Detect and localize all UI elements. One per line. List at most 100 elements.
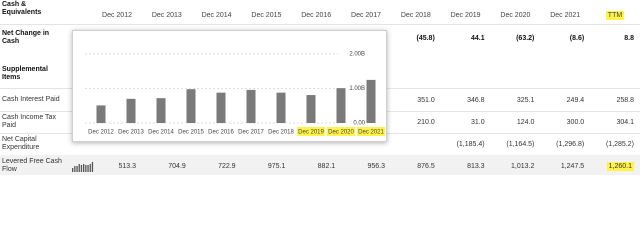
value-text: 1,247.5 <box>560 162 585 170</box>
header-text: Dec 2018 <box>400 11 431 19</box>
table-row: Levered Free Cash Flow 513.3 704.9 722.9 975… <box>0 155 640 175</box>
value-text: 124.0 <box>516 118 535 126</box>
bar <box>186 89 196 123</box>
column-header: Dec 2013 <box>142 0 192 30</box>
sparkline-bar <box>74 166 76 172</box>
value-text: (63.2) <box>516 34 535 42</box>
bar <box>246 89 256 123</box>
cell-value: 249.4 <box>540 89 585 111</box>
bar <box>156 98 166 123</box>
sparkline-bar <box>91 162 94 172</box>
bar <box>336 88 346 123</box>
value-text: 304.1 <box>616 118 634 126</box>
cell-value: 882.1 <box>291 155 336 175</box>
value-text: 704.9 <box>168 162 186 170</box>
cell-value: 124.0 <box>490 111 535 133</box>
value-text: 1,260.1 <box>606 161 634 171</box>
value-text: 513.3 <box>118 162 136 170</box>
bar <box>216 92 226 123</box>
value-text: 975.1 <box>267 162 286 170</box>
header-text: Dec 2015 <box>251 11 282 19</box>
header-text: Dec 2021 <box>550 11 581 19</box>
value-text: 722.9 <box>218 162 236 170</box>
sparkline-bar <box>89 164 91 172</box>
value-text: 1,013.2 <box>511 162 535 170</box>
row-label: Net Change in Cash <box>2 30 50 45</box>
value-text: (45.8) <box>416 34 435 42</box>
x-tick-label: Dec 2017 <box>238 130 264 136</box>
cell-value: 513.3 <box>92 155 136 175</box>
cell-value: 346.8 <box>441 89 485 111</box>
column-header: Dec 2014 <box>192 0 242 30</box>
cell-value: 813.3 <box>441 155 485 175</box>
sparkline-bar <box>83 164 85 172</box>
cell-value: 704.9 <box>142 155 186 175</box>
bar <box>366 79 376 123</box>
value-text: 249.4 <box>566 96 585 104</box>
value-text: 956.3 <box>367 162 385 170</box>
y-tick-label: 0.00 <box>353 121 365 127</box>
bar <box>306 95 316 123</box>
cell-value: 956.3 <box>341 155 385 175</box>
x-tick-label: Dec 2016 <box>208 130 234 136</box>
column-header: Dec 2018 <box>391 0 441 30</box>
row-label: Cash Interest Paid <box>2 96 60 103</box>
cell-value: 210.0 <box>391 111 435 133</box>
x-tick-label: Dec 2012 <box>88 130 114 136</box>
highlight <box>327 127 355 136</box>
cell-value: 722.9 <box>192 155 236 175</box>
value-text: 258.8 <box>616 96 634 104</box>
cell-value: (1,164.5) <box>490 133 534 155</box>
cell-value: (1,296.8) <box>540 133 584 155</box>
value-text: 351.0 <box>417 96 435 104</box>
highlight <box>297 127 325 136</box>
header-text: Dec 2019 <box>450 11 481 19</box>
value-text: 31.0 <box>470 118 485 126</box>
cell-value: 975.1 <box>241 155 286 175</box>
cell-value: (63.2) <box>490 24 534 52</box>
cell-value: (1,285.2) <box>590 133 634 155</box>
header-text: TTM <box>605 10 625 20</box>
header-text: Dec 2016 <box>301 11 332 19</box>
cell-value: 351.0 <box>391 89 435 111</box>
x-tick-label: Dec 2019 <box>298 130 324 136</box>
bar <box>126 98 136 123</box>
bar <box>276 92 286 123</box>
x-tick-label: Dec 2013 <box>118 130 144 136</box>
table-row: Net Change in Cash (45.8) 44.1 (63.2) (8.6) 8… <box>0 24 640 52</box>
column-header: Dec 2021 <box>540 0 590 30</box>
x-tick-label: Dec 2018 <box>268 130 294 136</box>
cell-value: 876.5 <box>391 155 435 175</box>
header-text: Dec 2017 <box>351 11 381 19</box>
cell-value: (45.8) <box>391 24 435 52</box>
highlight <box>357 127 385 136</box>
sparkline-bar <box>80 165 83 172</box>
column-header: Dec 2015 <box>241 0 291 30</box>
row-label: Supplemental Items <box>2 66 48 81</box>
value-text: 882.1 <box>317 162 336 170</box>
value-text: 44.1 <box>470 34 485 42</box>
financial-table: Cash & Equivalents Dec 2012 Dec 2013 Dec 20… <box>0 0 640 175</box>
row-label: Cash Income Tax Paid <box>2 114 56 129</box>
cell-value: 1,013.2 <box>490 155 534 175</box>
x-tick-label: Dec 2021 <box>358 130 384 136</box>
chart: 0.00 1.00B 2.00B Dec 2012 Dec 2013 Dec 2014 De… <box>85 52 385 136</box>
header-text: Dec 2012 <box>102 11 132 19</box>
value-text: 813.3 <box>467 162 485 170</box>
row-label: Net Capital Expenditure <box>2 136 40 151</box>
cell-value: 44.1 <box>441 24 485 52</box>
cell-value: 325.1 <box>490 89 535 111</box>
row-label: Levered Free Cash Flow <box>2 158 62 173</box>
x-tick-label: Dec 2020 <box>328 130 354 136</box>
sparkline-bar <box>72 168 74 172</box>
x-tick-label: Dec 2014 <box>148 130 174 136</box>
sparkline-bar <box>78 164 80 172</box>
header-row: Cash & Equivalents Dec 2012 Dec 2013 Dec 20… <box>0 0 640 25</box>
value-text: 325.1 <box>516 96 535 104</box>
cell-value: 300.0 <box>540 111 585 133</box>
column-header: Dec 2020 <box>490 0 540 30</box>
sparkline-bar <box>87 165 89 172</box>
sparkline-icon[interactable] <box>72 160 94 172</box>
cell-value: 1,260.1 <box>590 155 634 175</box>
chart-popup: 0.00 1.00B 2.00B Dec 2012 Dec 2013 Dec 2014 De… <box>72 30 387 142</box>
